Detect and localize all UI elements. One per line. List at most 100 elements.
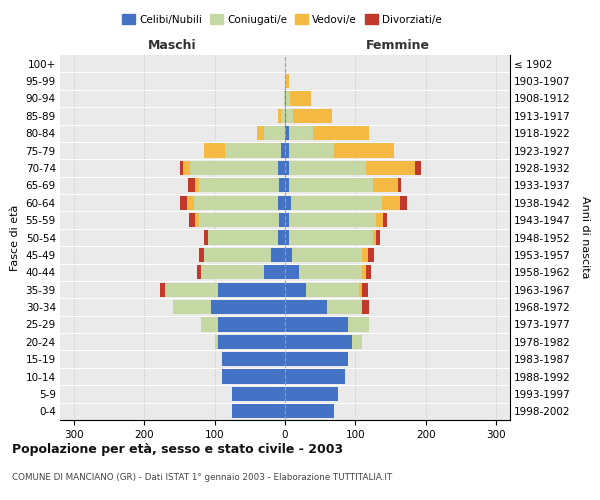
Bar	[286, 108, 293, 123]
Bar	[285, 352, 348, 366]
Bar	[190, 213, 195, 227]
Bar	[204, 144, 225, 158]
Bar	[285, 92, 286, 106]
Bar	[264, 126, 285, 140]
Bar	[285, 387, 338, 401]
Bar	[222, 370, 285, 384]
Bar	[289, 178, 373, 192]
Bar	[299, 265, 362, 280]
Bar	[373, 178, 398, 192]
Bar	[187, 196, 194, 210]
Bar	[293, 108, 332, 123]
Legend: Celibi/Nubili, Coniugati/e, Vedovi/e, Divorziati/e: Celibi/Nubili, Coniugati/e, Vedovi/e, Di…	[118, 10, 446, 29]
Text: Popolazione per età, sesso e stato civile - 2003: Popolazione per età, sesso e stato civil…	[12, 442, 343, 456]
Bar	[376, 230, 380, 244]
Bar	[366, 161, 415, 175]
Bar	[289, 144, 334, 158]
Bar	[285, 108, 286, 123]
Bar	[285, 196, 290, 210]
Bar	[368, 248, 374, 262]
Bar	[204, 230, 208, 244]
Bar	[208, 230, 278, 244]
Bar	[352, 334, 362, 349]
Bar	[200, 318, 218, 332]
Bar	[271, 248, 285, 262]
Bar	[194, 196, 278, 210]
Y-axis label: Fasce di età: Fasce di età	[10, 204, 20, 270]
Bar	[285, 334, 352, 349]
Bar	[278, 230, 285, 244]
Bar	[289, 230, 373, 244]
Bar	[257, 126, 264, 140]
Bar	[281, 108, 285, 123]
Bar	[218, 282, 285, 297]
Bar	[313, 126, 370, 140]
Text: Maschi: Maschi	[148, 38, 197, 52]
Bar	[199, 178, 280, 192]
Bar	[359, 282, 362, 297]
Bar	[278, 196, 285, 210]
Bar	[188, 178, 195, 192]
Bar	[179, 196, 187, 210]
Bar	[222, 352, 285, 366]
Bar	[285, 230, 289, 244]
Bar	[160, 282, 166, 297]
Bar	[278, 108, 281, 123]
Bar	[280, 213, 285, 227]
Bar	[285, 248, 292, 262]
Bar	[286, 92, 290, 106]
Text: COMUNE DI MANCIANO (GR) - Dati ISTAT 1° gennaio 2003 - Elaborazione TUTTITALIA.I: COMUNE DI MANCIANO (GR) - Dati ISTAT 1° …	[12, 472, 392, 482]
Bar	[285, 404, 334, 418]
Bar	[415, 161, 421, 175]
Bar	[362, 282, 368, 297]
Bar	[285, 126, 289, 140]
Bar	[362, 248, 368, 262]
Bar	[285, 178, 289, 192]
Bar	[281, 144, 285, 158]
Bar	[285, 300, 327, 314]
Bar	[285, 265, 299, 280]
Bar	[200, 265, 264, 280]
Bar	[179, 161, 183, 175]
Bar	[278, 161, 285, 175]
Bar	[204, 248, 271, 262]
Bar	[199, 213, 280, 227]
Bar	[285, 144, 289, 158]
Bar	[382, 196, 400, 210]
Bar	[232, 387, 285, 401]
Bar	[199, 248, 204, 262]
Bar	[280, 178, 285, 192]
Bar	[285, 213, 289, 227]
Bar	[400, 196, 407, 210]
Bar	[292, 248, 362, 262]
Bar	[285, 74, 289, 88]
Bar	[398, 178, 401, 192]
Bar	[218, 334, 285, 349]
Bar	[284, 92, 285, 106]
Bar	[232, 404, 285, 418]
Bar	[327, 300, 362, 314]
Bar	[366, 265, 371, 280]
Bar	[166, 282, 218, 297]
Bar	[306, 282, 359, 297]
Bar	[334, 144, 394, 158]
Y-axis label: Anni di nascita: Anni di nascita	[580, 196, 590, 279]
Bar	[290, 196, 382, 210]
Bar	[289, 213, 376, 227]
Bar	[348, 318, 370, 332]
Bar	[285, 161, 289, 175]
Bar	[376, 213, 383, 227]
Bar	[195, 178, 199, 192]
Bar	[183, 161, 190, 175]
Bar	[264, 265, 285, 280]
Bar	[225, 144, 281, 158]
Bar	[211, 300, 285, 314]
Bar	[215, 334, 218, 349]
Bar	[383, 213, 387, 227]
Bar	[190, 161, 278, 175]
Bar	[289, 126, 313, 140]
Bar	[373, 230, 376, 244]
Bar	[285, 282, 306, 297]
Bar	[218, 318, 285, 332]
Bar	[362, 265, 366, 280]
